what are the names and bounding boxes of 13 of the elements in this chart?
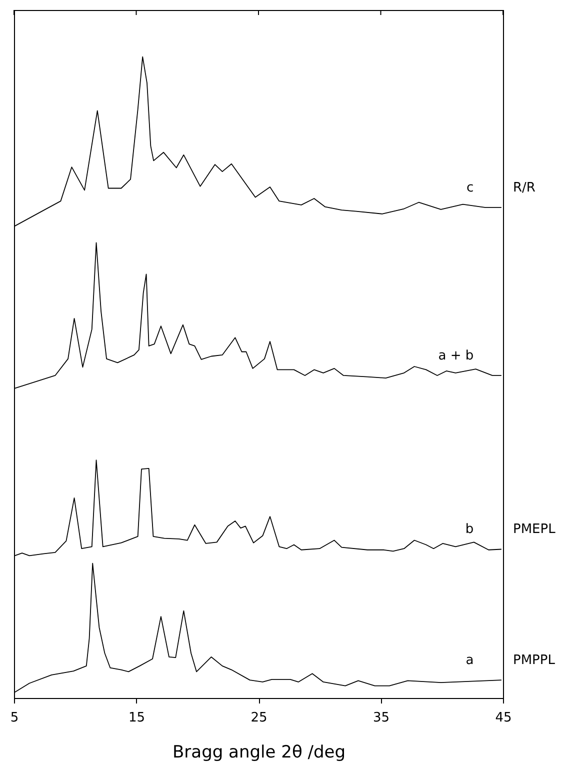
text: PMEPL — [513, 522, 556, 538]
x-axis-title: Bragg angle 2θ /deg — [172, 742, 346, 762]
series-label: c — [466, 180, 474, 196]
series-label: b — [465, 522, 474, 538]
series-label: a + b — [438, 348, 474, 364]
text: PMPPL — [513, 653, 556, 668]
x-tick-label: 15 — [128, 710, 146, 726]
x-tick-label: 5 — [10, 710, 19, 726]
series-label: a — [466, 653, 474, 668]
x-tick-label: 35 — [372, 710, 390, 726]
x-tick-label: 45 — [495, 710, 512, 726]
text: R/R — [513, 180, 536, 196]
x-tick-label: 25 — [250, 710, 268, 726]
